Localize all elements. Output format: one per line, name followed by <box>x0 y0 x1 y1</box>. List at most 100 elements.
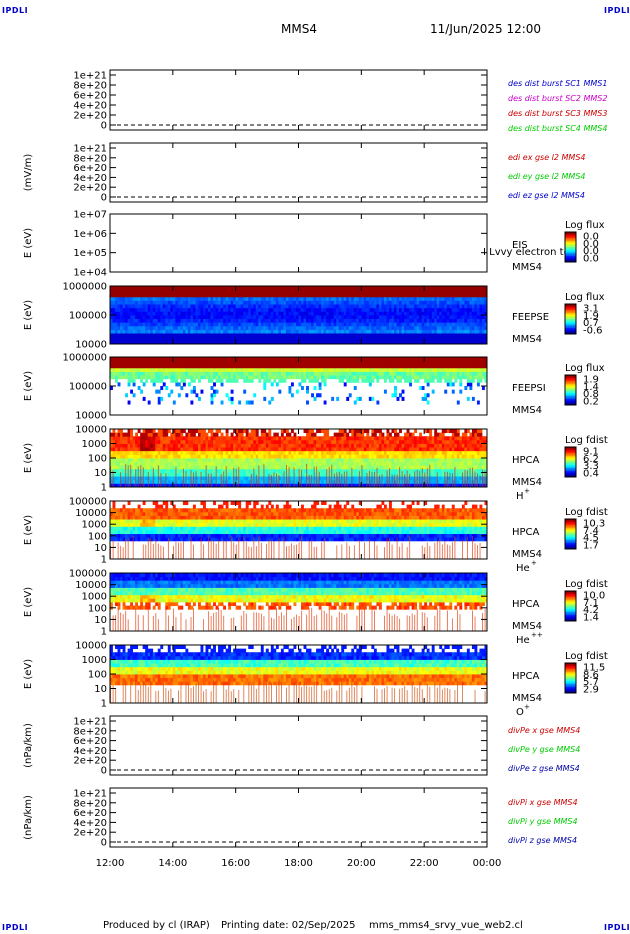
panel-4-spectrogram-cell <box>270 318 274 323</box>
panel-4-spectrogram-cell <box>162 318 166 323</box>
panel-4-spectrogram-cell <box>110 318 113 323</box>
panel-5-spectrogram-cell <box>127 360 131 365</box>
panel-5-spectrogram-cell <box>130 357 134 362</box>
panel-4-spectrogram-cell <box>466 307 470 312</box>
panel-4-spectrogram-cell <box>258 304 262 309</box>
panel-5-colorbar-segment <box>565 394 576 397</box>
panel-5-spectrogram-cell <box>185 360 189 365</box>
panel-5-spectrogram-cell <box>270 367 274 372</box>
panel-4-spectrogram-cell <box>341 318 345 323</box>
panel-6-spectrogram-cell <box>152 472 156 477</box>
panel-5-spectrogram-cell <box>396 367 400 372</box>
panel-4-spectrogram-cell <box>192 333 196 338</box>
panel-5-spectrogram-cell <box>290 382 294 387</box>
panel-4-spectrogram-cell <box>200 340 204 345</box>
panel-5-spectrogram-cell <box>321 367 325 372</box>
panel-5-spectrogram-cell <box>205 360 209 365</box>
panel-6-spectrogram-cell <box>205 476 209 481</box>
panel-4-spectrogram-cell <box>336 329 340 334</box>
panel-5-spectrogram-cell <box>331 360 335 365</box>
panel-5-spectrogram-cell <box>343 375 347 380</box>
panel-4-spectrogram-cell <box>180 296 184 301</box>
panel-4-spectrogram-cell <box>396 307 400 312</box>
panel-4-spectrogram-cell <box>326 311 330 316</box>
panel-4-spectrogram-cell <box>182 340 186 345</box>
panel-4-spectrogram-cell <box>426 329 430 334</box>
panel-4-spectrogram-cell <box>255 322 259 327</box>
panel-4-spectrogram-cell <box>476 289 480 294</box>
panel-4-spectrogram-cell <box>240 289 244 294</box>
panel-5-colorbar-segment <box>565 382 576 385</box>
panel-6-spectrogram-cell <box>230 439 234 444</box>
panel-4-spectrogram-cell <box>112 322 116 327</box>
panel-4-spectrogram-cell <box>228 333 232 338</box>
panel-5-spectrogram-cell <box>145 367 149 372</box>
panel-6-spectrogram-cell <box>140 450 144 455</box>
panel-5-spectrogram-cell <box>140 378 144 383</box>
panel-4-spectrogram-cell <box>248 329 252 334</box>
panel-5-spectrogram-cell <box>451 375 455 380</box>
panel-4-spectrogram-cell <box>479 336 483 341</box>
panel-4-spectrogram-cell <box>200 311 204 316</box>
panel-6-spectrogram-cell <box>145 439 149 444</box>
panel-6-spectrogram-cell <box>248 476 252 481</box>
panel-4-spectrogram-cell <box>363 296 367 301</box>
panel-4-spectrogram-cell <box>273 300 277 305</box>
panel-5-spectrogram-cell <box>338 364 342 369</box>
panel-4-spectrogram-cell <box>160 322 164 327</box>
panel-5-spectrogram-cell <box>147 364 151 369</box>
panel-6-spectrogram-cell <box>185 458 189 463</box>
panel-4-spectrogram-cell <box>162 315 166 320</box>
panel-5-spectrogram-cell <box>421 367 425 372</box>
panel-4-spectrogram-cell <box>218 336 221 341</box>
panel-4-spectrogram-cell <box>122 286 126 291</box>
panel-4-spectrogram-cell <box>326 304 330 309</box>
panel-4-spectrogram-cell <box>396 289 400 294</box>
panel-4-spectrogram-cell <box>461 289 465 294</box>
panel-6-spectrogram-cell <box>157 443 161 448</box>
panel-6-spectrogram-cell <box>205 443 209 448</box>
panel-6-spectrogram-cell <box>147 443 151 448</box>
panel-6-spectrogram-cell <box>142 465 146 470</box>
panel-4-spectrogram-cell <box>461 293 465 298</box>
panel-6-spectrogram-cell <box>303 454 307 459</box>
panel-4-spectrogram-cell <box>308 322 312 327</box>
panel-4-spectrogram-cell <box>431 315 435 320</box>
panel-6-spectrogram-cell <box>293 436 297 441</box>
panel-4-spectrogram-cell <box>303 300 307 305</box>
panel-4-spectrogram-cell <box>353 333 357 338</box>
panel-4-spectrogram-cell <box>411 340 415 345</box>
panel-6-spectrogram-cell <box>283 472 287 477</box>
panel-5-spectrogram-cell <box>479 364 483 369</box>
panel-4-spectrogram-cell <box>127 329 131 334</box>
panel-4-spectrogram-cell <box>265 296 269 301</box>
panel-4-spectrogram-cell <box>147 333 151 338</box>
panel-4-spectrogram-cell <box>439 336 443 341</box>
panel-4-spectrogram-cell <box>142 333 146 338</box>
panel-4-spectrogram-cell <box>323 289 327 294</box>
panel-5-spectrogram-cell <box>165 375 169 380</box>
panel-4-spectrogram-cell <box>137 286 141 291</box>
panel-4-spectrogram-cell <box>436 315 440 320</box>
panel-5-colorbar-segment <box>565 390 576 392</box>
panel-4-spectrogram-cell <box>474 286 478 291</box>
panel-4-spectrogram-cell <box>308 325 312 330</box>
panel-4-spectrogram-cell <box>263 293 267 298</box>
panel-6-spectrogram-cell <box>215 439 219 444</box>
panel-4-spectrogram-cell <box>265 304 269 309</box>
panel-4-spectrogram-cell <box>321 311 325 316</box>
panel-6-spectrogram-cell <box>306 472 309 477</box>
panel-5-spectrogram-cell <box>135 360 139 365</box>
panel-6-spectrogram-cell <box>200 436 204 441</box>
panel-6-spectrogram-cell <box>182 468 186 473</box>
panel-6-spectrogram-cell <box>253 447 257 452</box>
panel-6-spectrogram-cell <box>180 454 184 459</box>
panel-6-spectrogram-cell <box>298 447 302 452</box>
panel-4-spectrogram-cell <box>220 340 224 345</box>
panel-4-spectrogram-cell <box>275 336 279 341</box>
panel-5-spectrogram-cell <box>293 367 297 372</box>
panel-6-spectrogram-cell <box>265 458 269 463</box>
panel-4-spectrogram-cell <box>228 307 232 312</box>
panel-5-spectrogram-cell <box>459 371 463 376</box>
panel-5-spectrogram-cell <box>255 357 259 362</box>
